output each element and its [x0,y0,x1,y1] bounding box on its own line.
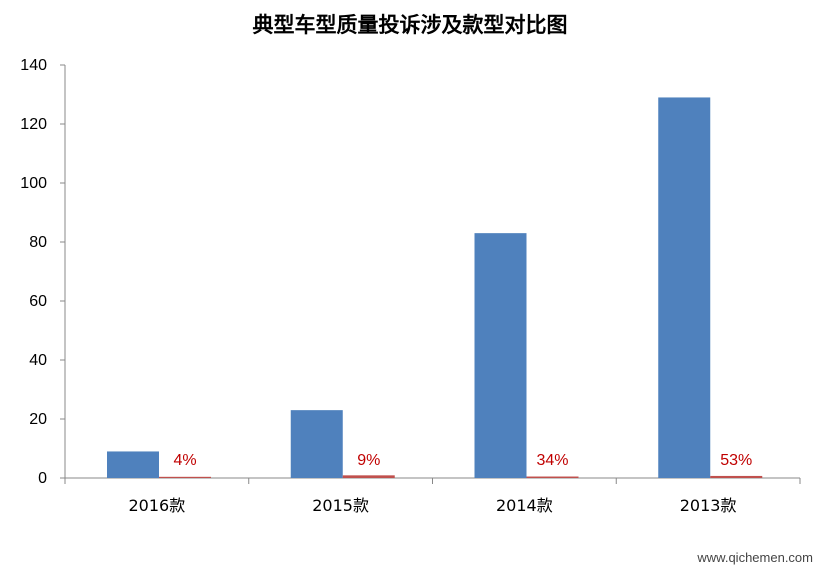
y-tick-label: 100 [20,175,47,192]
bar-count [290,410,343,478]
bar-count [107,451,159,478]
y-tick-label: 60 [29,293,47,310]
y-tick-label: 120 [20,116,47,133]
y-tick-label: 140 [20,57,47,74]
data-label: 53% [720,452,752,469]
data-label: 4% [173,452,196,469]
y-tick-label: 20 [29,411,47,428]
data-label: 34% [536,452,568,469]
bar-share [710,475,763,478]
bar-count [474,233,527,478]
y-tick-label: 0 [38,470,47,487]
bar-share [159,476,211,478]
y-tick-label: 40 [29,352,47,369]
bars [107,97,763,478]
bar-count [658,97,711,478]
chart-title: 典型车型质量投诉涉及款型对比图 [253,12,568,37]
bar-share [526,476,579,478]
data-label: 9% [357,452,380,469]
labels: 4% 2016款 9% 2015款 34% 2014款 53% 2013款 [129,452,753,515]
watermark-text: www.qichemen.com [697,550,813,565]
x-tick-label: 2016款 [129,496,186,515]
x-tick-label: 2013款 [680,496,737,515]
bar-share [342,475,395,478]
y-tick-label: 80 [29,234,47,251]
x-tick-label: 2015款 [312,496,369,515]
x-tick-label: 2014款 [496,496,553,515]
